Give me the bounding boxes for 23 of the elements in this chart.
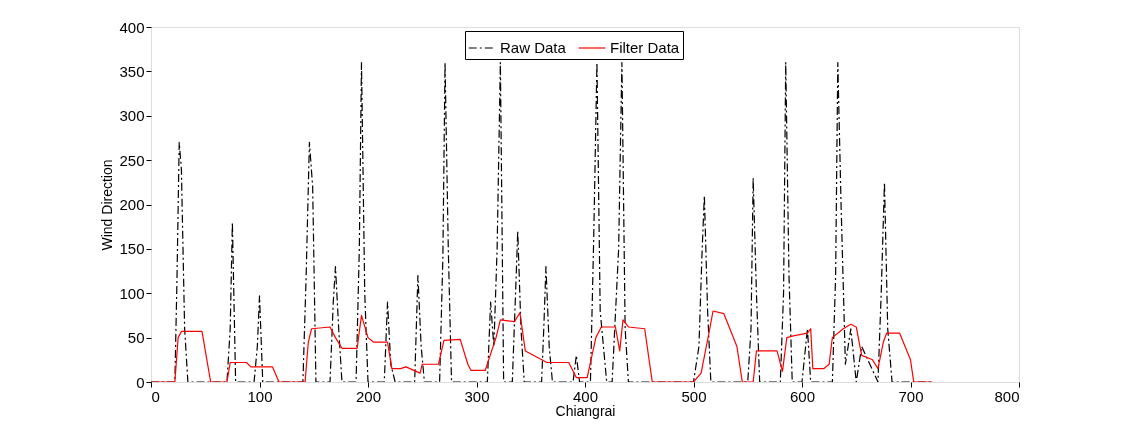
x-tick-label: 600 [789, 387, 816, 405]
x-axis-title: Chiangrai [555, 402, 616, 419]
y-tick-label: 100 [119, 284, 145, 302]
y-tick-label: 0 [136, 373, 145, 391]
y-axis-title: Wind Direction [99, 159, 116, 251]
x-tick-label: 100 [247, 387, 273, 405]
x-tick-label: 500 [681, 387, 707, 405]
y-tick-label: 400 [119, 18, 145, 36]
x-tick-label: 700 [898, 387, 924, 405]
legend-label: Filter Data [610, 39, 680, 56]
x-tick-label: 400 [572, 387, 599, 405]
y-tick-label: 50 [127, 329, 145, 347]
y-tick-label: 350 [119, 62, 145, 80]
y-tick-label: 200 [119, 196, 145, 213]
y-tick-label: 150 [119, 240, 145, 258]
x-tick-label: 800 [994, 387, 1020, 405]
line-series [151, 310, 933, 382]
y-tick-label: 250 [119, 151, 145, 169]
legend-label: Raw Data [500, 39, 567, 56]
y-tick-label: 300 [119, 107, 145, 125]
x-tick-label: 300 [464, 387, 490, 405]
x-tick-label: 0 [151, 387, 160, 405]
x-tick-label: 200 [355, 387, 382, 405]
